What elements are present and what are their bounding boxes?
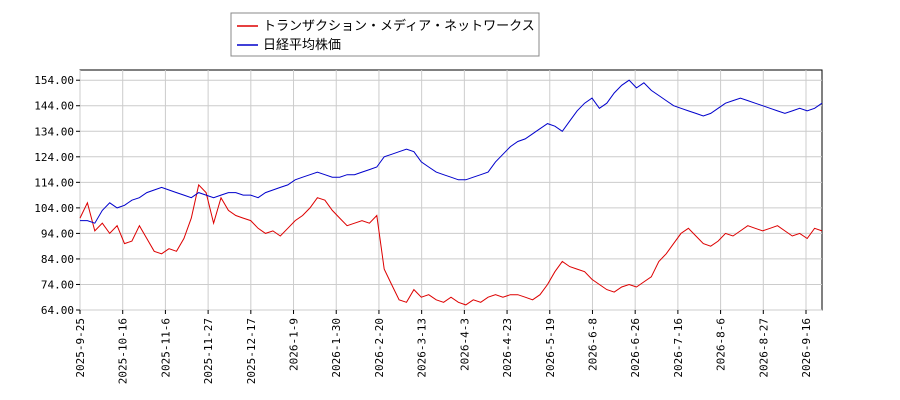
- legend-box: [230, 12, 540, 57]
- y-tick-label: 154.00: [34, 74, 74, 87]
- legend-label-series-2: 日経平均株価: [263, 38, 341, 53]
- y-tick-label: 84.00: [41, 253, 74, 266]
- x-tick-label: 2026-9-16: [800, 318, 813, 378]
- x-tick-label: 2025-10-16: [117, 318, 130, 384]
- series-line-1: [79, 183, 823, 306]
- series-line-2: [80, 79, 823, 224]
- x-tick-label: 2026-1-30: [330, 318, 343, 378]
- y-tick-label: 144.00: [34, 100, 74, 113]
- x-tick-label: 2025-11-6: [159, 318, 172, 378]
- y-tick-label: 114.00: [34, 176, 74, 189]
- x-tick-label: 2026-6-8: [586, 318, 599, 371]
- y-axis: 154.00 144.00 134.00 124.00 114.00 104.00 94.0…: [34, 74, 80, 317]
- x-tick-label: 2025-11-27: [202, 318, 215, 384]
- x-tick-label: 2026-8-6: [715, 318, 728, 371]
- y-tick-label: 64.00: [41, 304, 74, 317]
- x-tick-label: 2026-2-20: [373, 318, 386, 378]
- grid-lines: [79, 70, 822, 311]
- x-tick-label: 2026-4-3: [458, 318, 471, 371]
- x-tick-label: 2026-4-23: [501, 318, 514, 378]
- series-lines: [79, 79, 823, 306]
- y-tick-label: 134.00: [34, 125, 74, 138]
- x-tick-label: 2025-9-25: [74, 318, 87, 378]
- x-tick-label: 2026-7-16: [672, 318, 685, 378]
- x-tick-label: 2026-1-9: [288, 318, 301, 371]
- x-tick-label: 2026-5-19: [544, 318, 557, 378]
- legend-label-series-1: トランザクション・メディア・ネットワークス: [263, 18, 535, 34]
- x-tick-label: 2025-12-17: [245, 318, 258, 384]
- x-tick-label: 2026-3-13: [416, 318, 429, 378]
- y-tick-label: 74.00: [41, 278, 74, 291]
- y-tick-label: 124.00: [34, 151, 74, 164]
- y-tick-label: 94.00: [41, 227, 74, 240]
- x-tick-label: 2026-6-26: [629, 318, 642, 378]
- y-tick-label: 104.00: [34, 202, 74, 215]
- x-axis: 2025-9-25 2025-10-16 2025-11-6 2025-11-27 20…: [74, 310, 813, 384]
- legend: トランザクション・メディア・ネットワークス 日経平均株価: [230, 12, 540, 57]
- x-tick-label: 2026-8-27: [757, 318, 770, 378]
